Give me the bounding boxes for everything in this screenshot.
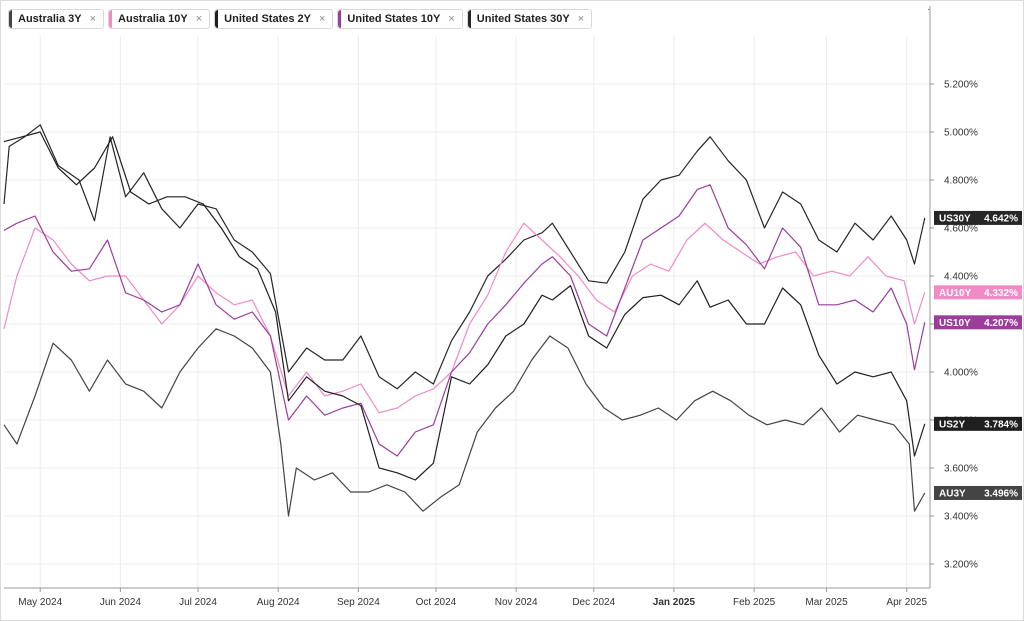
y-tick-label: 3.600%	[944, 464, 978, 475]
x-tick-label: Dec 2024	[572, 597, 615, 608]
legend-swatch	[215, 10, 219, 28]
legend-chip-australia-3y[interactable]: Australia 3Y ×	[8, 9, 105, 29]
legend-chip-label: Australia 10Y	[118, 13, 188, 25]
close-icon[interactable]: ×	[318, 13, 326, 25]
y-tick-label: 4.800%	[944, 176, 978, 187]
tag-last-value: 3.496%	[984, 488, 1018, 499]
tag-last-value: 3.784%	[984, 419, 1018, 430]
last-value-tag-us10y: US10Y 4.207%	[934, 315, 1022, 330]
close-icon[interactable]: ×	[577, 13, 585, 25]
legend-chip-label: United States 10Y	[347, 13, 441, 25]
y-tick-label: 3.400%	[944, 512, 978, 523]
legend-swatch	[9, 10, 12, 28]
y-tick-label: 5.000%	[944, 128, 978, 139]
close-icon[interactable]: ×	[448, 13, 455, 25]
x-tick-label: Sep 2024	[337, 597, 380, 608]
x-tick-label: Oct 2024	[416, 597, 457, 608]
series-line-au3y	[3, 328, 926, 517]
last-value-tag-au3y: AU3Y 3.496%	[934, 485, 1022, 500]
legend-chip-label: United States 2Y	[224, 13, 311, 25]
tag-background	[934, 210, 1022, 225]
legend-chip-united-states-2y[interactable]: United States 2Y ×	[214, 9, 334, 29]
legend-chip-australia-10y[interactable]: Australia 10Y ×	[108, 9, 211, 29]
legend-swatch	[109, 10, 113, 28]
tag-background	[934, 285, 1022, 300]
close-icon[interactable]: ×	[195, 13, 203, 25]
grid-layer	[4, 36, 930, 588]
y-tick-label: 5.200%	[944, 80, 978, 91]
legend-chip-united-states-30y[interactable]: United States 30Y ×	[466, 9, 593, 29]
x-tick-label: Mar 2025	[805, 597, 848, 608]
last-value-tag-us2y: US2Y 3.784%	[934, 416, 1022, 431]
x-tick-label: Jan 2025	[653, 597, 696, 608]
series-line-us30y	[3, 124, 926, 390]
legend-chip-united-states-10y[interactable]: United States 10Y ×	[337, 9, 463, 29]
series-line-us10y	[3, 184, 926, 457]
tag-last-value: 4.207%	[984, 318, 1018, 329]
last-value-tag-us30y: US30Y 4.642%	[934, 210, 1022, 225]
tag-last-value: 4.332%	[984, 288, 1018, 299]
y-tick-label: 4.400%	[944, 272, 978, 283]
series-line-au10y	[3, 222, 926, 414]
y-tick-label: 3.200%	[944, 560, 978, 571]
tag-last-value: 4.642%	[984, 213, 1018, 224]
legend-chip-label: United States 30Y	[476, 13, 570, 25]
tag-background	[934, 315, 1022, 330]
x-tick-label: Nov 2024	[495, 597, 538, 608]
x-tick-label: Aug 2024	[257, 597, 300, 608]
tag-series-name: US2Y	[939, 419, 965, 430]
x-tick-label: Jun 2024	[100, 597, 142, 608]
tag-series-name: AU10Y	[939, 288, 972, 299]
tag-series-name: US30Y	[939, 213, 971, 224]
x-tick-label: Jul 2024	[179, 597, 217, 608]
last-value-tags: US30Y 4.642% AU10Y 4.332% US10Y 4.207% US2Y 3.7…	[934, 210, 1022, 500]
last-value-tag-au10y: AU10Y 4.332%	[934, 285, 1022, 300]
tag-series-name: US10Y	[939, 318, 971, 329]
chart-menu-icon[interactable]: ·	[927, 4, 931, 15]
x-tick-label: Apr 2025	[886, 597, 927, 608]
series-lines	[3, 124, 926, 517]
tag-background	[934, 485, 1022, 500]
tag-background	[934, 416, 1022, 431]
legend-chip-label: Australia 3Y	[18, 13, 82, 25]
series-line-us2y	[3, 131, 926, 481]
close-icon[interactable]: ×	[89, 13, 97, 25]
legend-swatch	[467, 10, 471, 28]
tag-series-name: AU3Y	[939, 488, 966, 499]
series-legend: Australia 3Y × Australia 10Y × United St…	[8, 9, 593, 31]
x-tick-label: Feb 2025	[733, 597, 776, 608]
y-tick-label: 4.600%	[944, 224, 978, 235]
x-tick-label: May 2024	[18, 597, 62, 608]
y-tick-label: 4.000%	[944, 368, 978, 379]
axes: 3.200%3.400%3.600%3.800%4.000%4.200%4.40…	[4, 6, 978, 608]
legend-swatch	[338, 10, 342, 28]
